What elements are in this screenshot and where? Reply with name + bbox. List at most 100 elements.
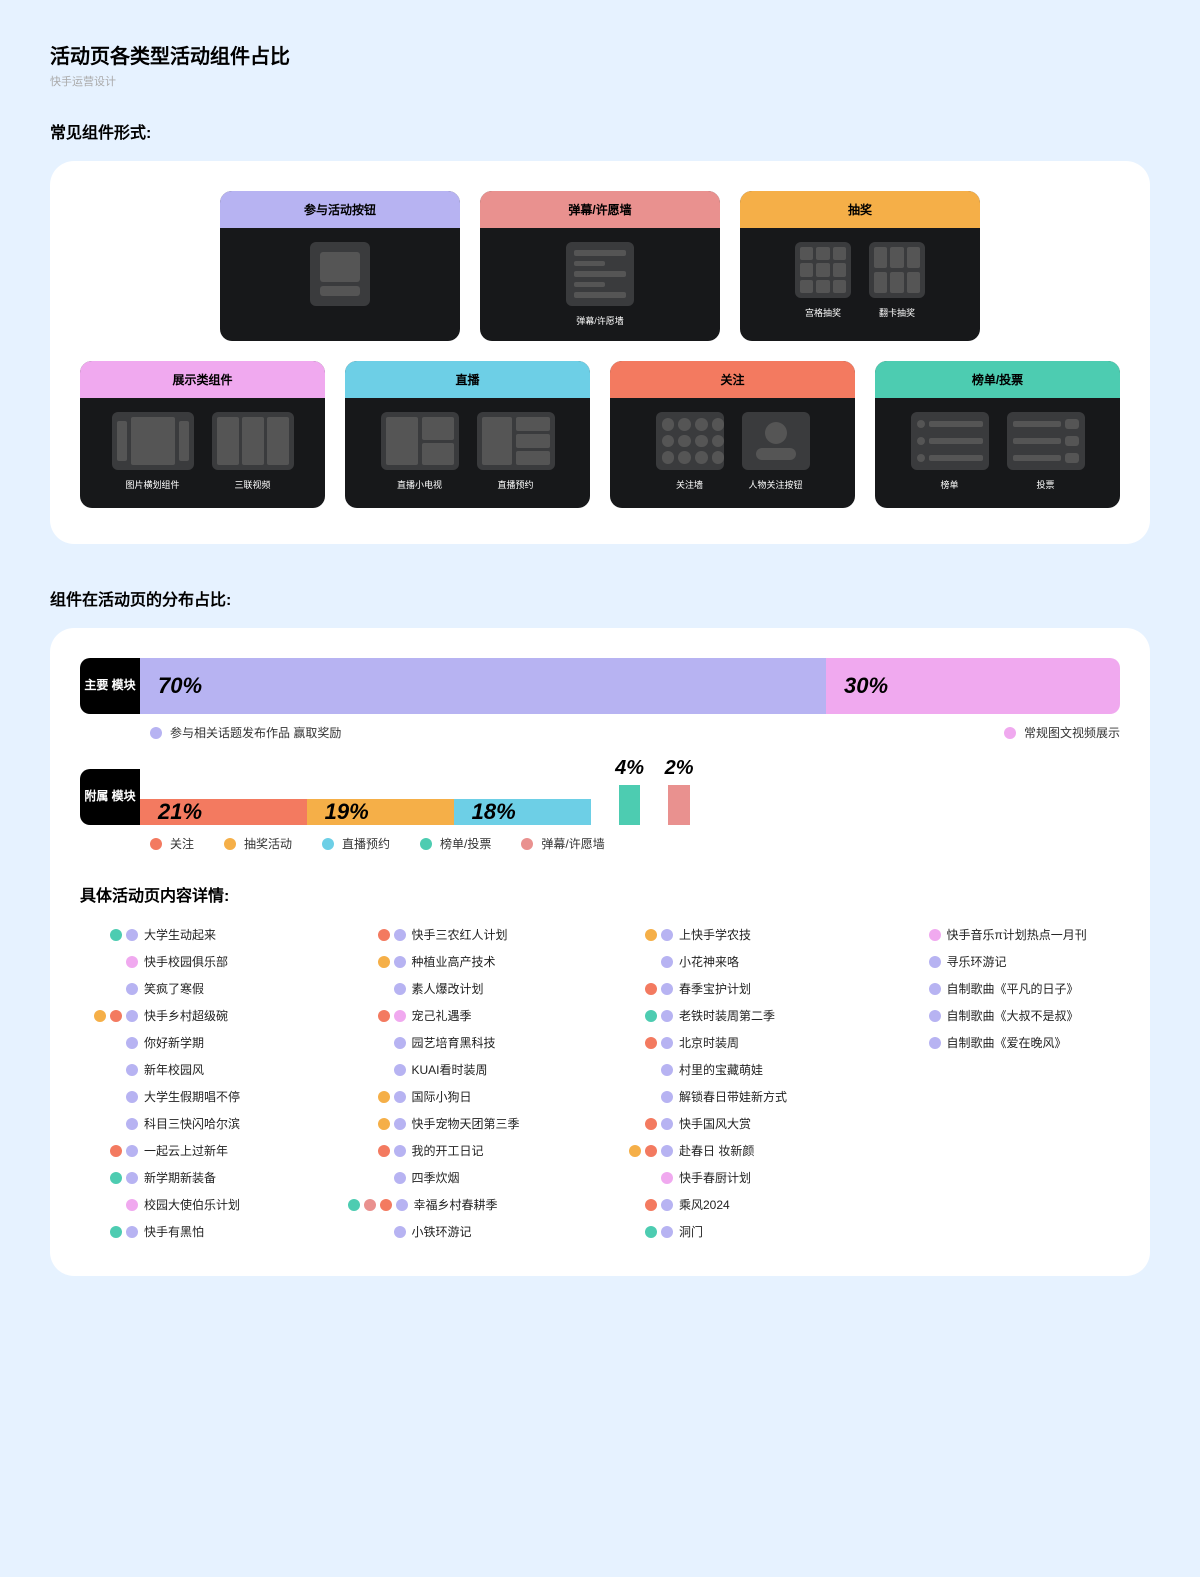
detail-row: 四季炊烟 — [348, 1169, 586, 1186]
detail-row: 赴春日 妆新颜 — [615, 1142, 853, 1159]
detail-row: 快手乡村超级碗 — [80, 1007, 318, 1024]
bar-label: 主要 模块 — [80, 658, 140, 714]
category-dot — [645, 1010, 657, 1022]
category-dot — [645, 1226, 657, 1238]
detail-row: 园艺培育黑科技 — [348, 1034, 586, 1051]
bar-segment: 19% — [307, 799, 454, 825]
mock-unit: 人物关注按钮 — [742, 412, 810, 491]
category-dot — [661, 1091, 673, 1103]
detail-row: 你好新学期 — [80, 1034, 318, 1051]
mock-unit: 弹幕/许愿墙 — [566, 242, 634, 327]
section2-panel: 主要 模块70%30%参与相关话题发布作品 赢取奖励常规图文视频展示 附属 模块… — [50, 628, 1150, 1276]
category-dot — [126, 956, 138, 968]
category-dot — [661, 983, 673, 995]
category-dot — [394, 956, 406, 968]
component-card-title: 榜单/投票 — [875, 361, 1120, 398]
detail-row: 大学生假期唱不停 — [80, 1088, 318, 1105]
category-dot — [378, 1145, 390, 1157]
legend-item: 抽奖活动 — [224, 835, 292, 852]
mock-unit: 直播预约 — [477, 412, 555, 491]
category-dot — [394, 1010, 406, 1022]
detail-row: 宠己礼遇季 — [348, 1007, 586, 1024]
category-dot — [126, 1010, 138, 1022]
detail-row: 快手有黑怕 — [80, 1223, 318, 1240]
section3-title: 具体活动页内容详情: — [80, 882, 1120, 906]
legend-item: 弹幕/许愿墙 — [521, 835, 604, 852]
mock-unit — [310, 242, 370, 306]
detail-row: 北京时装周 — [615, 1034, 853, 1051]
category-dot — [394, 1091, 406, 1103]
mock-unit: 关注墙 — [656, 412, 724, 491]
mock-unit: 直播小电视 — [381, 412, 459, 491]
category-dot — [110, 1226, 122, 1238]
detail-row: 校园大使伯乐计划 — [80, 1196, 318, 1213]
category-dot — [394, 1037, 406, 1049]
category-dot — [661, 1118, 673, 1130]
detail-row: 寻乐环游记 — [883, 953, 1121, 970]
category-dot — [110, 1010, 122, 1022]
detail-row: 小花神来咯 — [615, 953, 853, 970]
category-dot — [645, 929, 657, 941]
category-dot — [645, 1199, 657, 1211]
mock-unit: 宫格抽奖 — [795, 242, 851, 319]
category-dot — [645, 1037, 657, 1049]
detail-row: 快手校园俱乐部 — [80, 953, 318, 970]
category-dot — [929, 956, 941, 968]
legend-dot — [150, 727, 162, 739]
category-dot — [394, 929, 406, 941]
category-dot — [126, 1172, 138, 1184]
component-card: 弹幕/许愿墙 弹幕/许愿墙 — [480, 191, 720, 341]
detail-row: 小铁环游记 — [348, 1223, 586, 1240]
bar-segment: 2% — [668, 785, 690, 825]
category-dot — [394, 1226, 406, 1238]
category-dot — [110, 929, 122, 941]
component-card-title: 关注 — [610, 361, 855, 398]
detail-row: KUAI看时装周 — [348, 1061, 586, 1078]
category-dot — [394, 983, 406, 995]
category-dot — [661, 1064, 673, 1076]
category-dot — [378, 1091, 390, 1103]
section1-title: 常见组件形式: — [50, 119, 1150, 143]
detail-row: 新年校园风 — [80, 1061, 318, 1078]
legend-dot — [521, 838, 533, 850]
category-dot — [378, 956, 390, 968]
detail-row: 素人爆改计划 — [348, 980, 586, 997]
category-dot — [126, 1064, 138, 1076]
category-dot — [394, 1118, 406, 1130]
detail-row: 一起云上过新年 — [80, 1142, 318, 1159]
detail-row: 洞门 — [615, 1223, 853, 1240]
component-card-title: 参与活动按钮 — [220, 191, 460, 228]
detail-row: 上快手学农技 — [615, 926, 853, 943]
category-dot — [378, 1118, 390, 1130]
detail-row: 大学生动起来 — [80, 926, 318, 943]
component-card: 展示类组件 图片横划组件三联视频 — [80, 361, 325, 508]
legend-item: 关注 — [150, 835, 194, 852]
category-dot — [126, 1118, 138, 1130]
legend-item: 参与相关话题发布作品 赢取奖励 — [150, 724, 341, 741]
category-dot — [126, 1037, 138, 1049]
detail-row: 村里的宝藏萌娃 — [615, 1061, 853, 1078]
category-dot — [126, 1145, 138, 1157]
detail-row: 幸福乡村春耕季 — [348, 1196, 586, 1213]
component-card: 抽奖 宫格抽奖翻卡抽奖 — [740, 191, 980, 341]
component-card-title: 弹幕/许愿墙 — [480, 191, 720, 228]
category-dot — [94, 1010, 106, 1022]
category-dot — [126, 1226, 138, 1238]
component-card: 参与活动按钮 — [220, 191, 460, 341]
bar-segment: 21% — [140, 799, 307, 825]
category-dot — [394, 1145, 406, 1157]
detail-row: 国际小狗日 — [348, 1088, 586, 1105]
mock-unit: 投票 — [1007, 412, 1085, 491]
component-card: 榜单/投票 榜单投票 — [875, 361, 1120, 508]
detail-row: 解锁春日带娃新方式 — [615, 1088, 853, 1105]
detail-row: 快手三农红人计划 — [348, 926, 586, 943]
section2-title: 组件在活动页的分布占比: — [50, 586, 1150, 610]
category-dot — [661, 956, 673, 968]
component-card: 直播 直播小电视直播预约 — [345, 361, 590, 508]
detail-row: 乘风2024 — [615, 1196, 853, 1213]
detail-row: 新学期新装备 — [80, 1169, 318, 1186]
mock-unit: 三联视频 — [212, 412, 294, 491]
bar-segment: 4% — [619, 785, 641, 825]
page-title: 活动页各类型活动组件占比 — [50, 40, 1150, 69]
bar-segment: 18% — [454, 799, 591, 825]
